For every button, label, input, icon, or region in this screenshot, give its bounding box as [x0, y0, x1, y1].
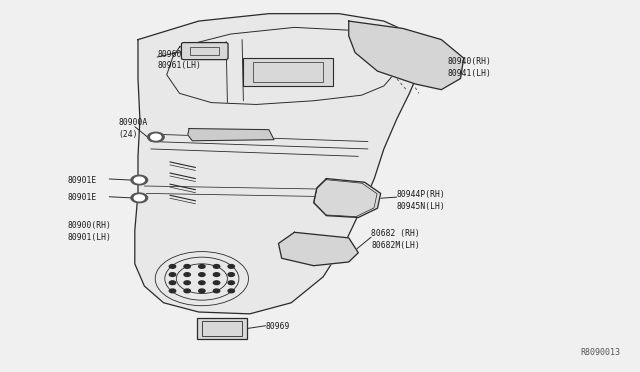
Circle shape [134, 195, 145, 201]
Circle shape [184, 281, 190, 285]
Bar [202, 321, 242, 336]
Circle shape [184, 264, 190, 268]
Polygon shape [135, 14, 422, 314]
Circle shape [198, 281, 205, 285]
Text: 80960(RH)
80961(LH): 80960(RH) 80961(LH) [157, 49, 201, 70]
Text: 80901E: 80901E [68, 176, 97, 185]
Circle shape [170, 281, 175, 285]
Circle shape [170, 273, 175, 276]
Text: R8090013: R8090013 [580, 348, 620, 357]
Circle shape [198, 289, 205, 293]
Circle shape [213, 273, 220, 276]
Text: 80682 (RH)
80682M(LH): 80682 (RH) 80682M(LH) [371, 230, 420, 250]
Circle shape [213, 264, 220, 268]
Bar [243, 58, 333, 86]
Circle shape [184, 289, 190, 293]
Circle shape [170, 264, 175, 268]
Circle shape [184, 273, 190, 276]
Circle shape [228, 289, 234, 293]
FancyBboxPatch shape [181, 42, 228, 60]
Polygon shape [349, 21, 464, 90]
Circle shape [131, 193, 148, 203]
Circle shape [170, 289, 175, 293]
Text: 80944P(RH)
80945N(LH): 80944P(RH) 80945N(LH) [397, 190, 445, 211]
Polygon shape [314, 179, 381, 218]
Polygon shape [188, 129, 274, 141]
Circle shape [131, 175, 148, 185]
Bar [253, 62, 323, 82]
Bar [190, 47, 219, 55]
Circle shape [228, 281, 234, 285]
Circle shape [198, 273, 205, 276]
Text: 80900A
(24): 80900A (24) [119, 118, 148, 139]
Circle shape [134, 177, 145, 183]
Bar [197, 318, 247, 339]
Circle shape [228, 273, 234, 276]
Polygon shape [278, 232, 358, 266]
Circle shape [198, 264, 205, 268]
Circle shape [213, 289, 220, 293]
Circle shape [148, 132, 164, 142]
Text: 80969: 80969 [266, 322, 290, 331]
Circle shape [213, 281, 220, 285]
Text: 80940(RH)
80941(LH): 80940(RH) 80941(LH) [448, 57, 492, 78]
Circle shape [151, 134, 161, 140]
Circle shape [228, 264, 234, 268]
Text: 80900(RH)
80901(LH): 80900(RH) 80901(LH) [68, 221, 111, 242]
Text: 80901E: 80901E [68, 193, 97, 202]
